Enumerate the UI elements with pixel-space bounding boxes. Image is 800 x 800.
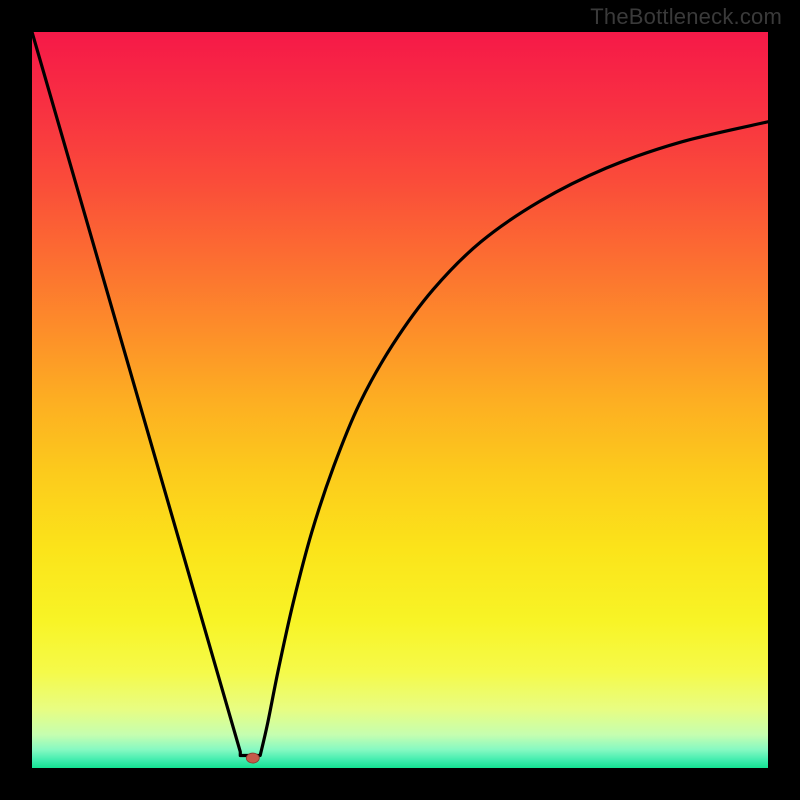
- chart-svg: [0, 0, 800, 800]
- frame-border-left: [0, 0, 32, 800]
- chart-stage: TheBottleneck.com: [0, 0, 800, 800]
- gradient-background: [32, 32, 768, 768]
- frame-border-right: [768, 0, 800, 800]
- minimum-marker: [246, 753, 259, 763]
- watermark-text: TheBottleneck.com: [590, 4, 782, 30]
- frame-border-bottom: [0, 768, 800, 800]
